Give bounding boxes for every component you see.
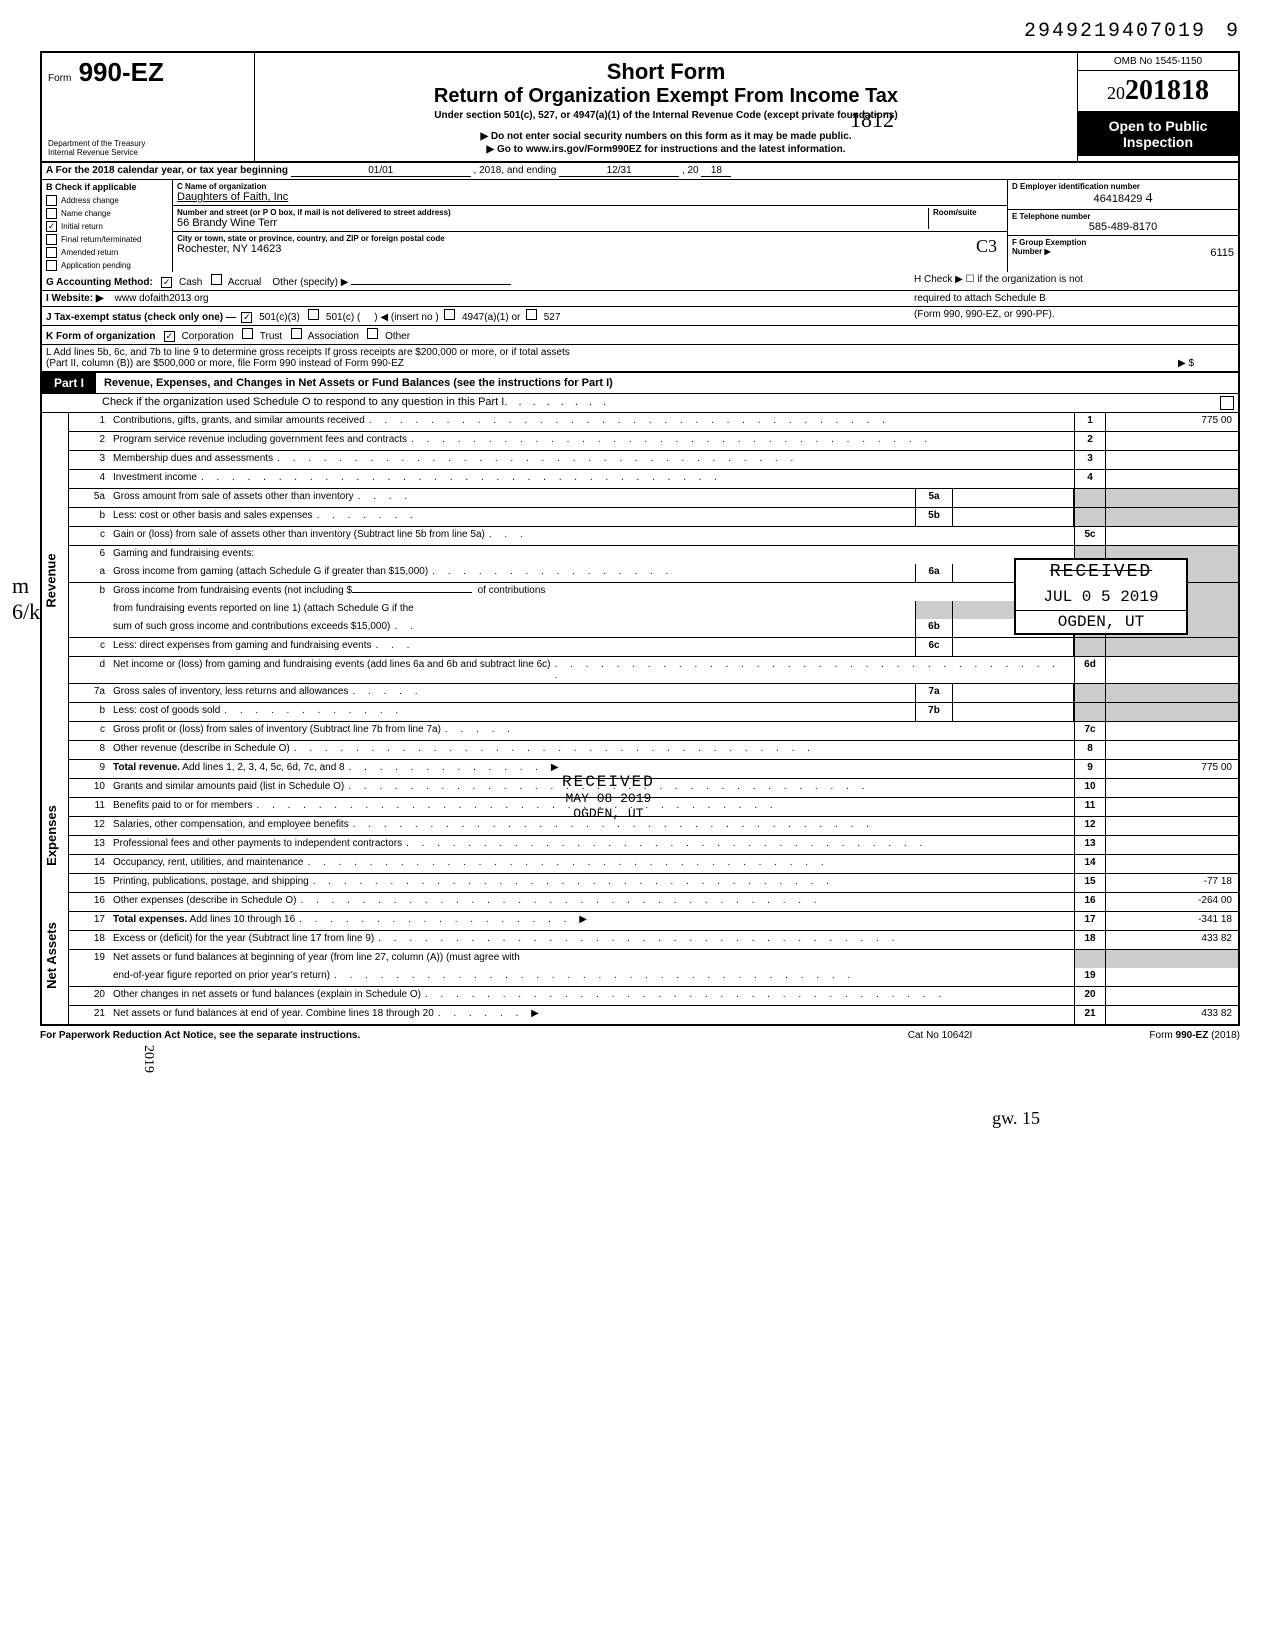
website-value: www dofaith2013 org xyxy=(115,293,209,304)
handwritten-margin: m6/k xyxy=(12,573,40,625)
short-form-title: Short Form xyxy=(265,59,1067,85)
received-stamp-may: RECEIVED MAY 08 2019 OGDEN, UT xyxy=(562,773,655,821)
chk-cash[interactable]: ✓ xyxy=(161,277,172,288)
chk-association[interactable] xyxy=(291,328,302,339)
line-14: 14 Occupancy, rent, utilities, and maint… xyxy=(69,855,1238,874)
line-3: 3 Membership dues and assessments. . . .… xyxy=(69,451,1238,470)
street-address: 56 Brandy Wine Terr xyxy=(177,217,928,229)
line-6c: c Less: direct expenses from gaming and … xyxy=(69,638,1238,657)
ssn-warning: ▶ Do not enter social security numbers o… xyxy=(265,131,1067,142)
line-20: 20 Other changes in net assets or fund b… xyxy=(69,987,1238,1006)
line-19-2: end-of-year figure reported on prior yea… xyxy=(69,968,1238,987)
line-18: 18 Excess or (deficit) for the year (Sub… xyxy=(69,931,1238,950)
instructions-link: ▶ Go to www.irs.gov/Form990EZ for instru… xyxy=(265,144,1067,155)
chk-other-org[interactable] xyxy=(367,328,378,339)
row-l-gross-receipts: L Add lines 5b, 6c, and 7b to line 9 to … xyxy=(40,345,1240,373)
handwritten-2019: 2019 xyxy=(140,1045,1240,1078)
row-j-tax-exempt: J Tax-exempt status (check only one) — ✓… xyxy=(40,307,1240,326)
chk-initial-return[interactable]: ✓ xyxy=(46,221,57,232)
line-5a: 5a Gross amount from sale of assets othe… xyxy=(69,489,1238,508)
omb-number: OMB No 1545-1150 xyxy=(1078,53,1238,71)
row-g-accounting: G Accounting Method: ✓ Cash Accrual Othe… xyxy=(40,272,1240,291)
chk-527[interactable] xyxy=(526,309,537,320)
open-public-badge: Open to Public Inspection xyxy=(1078,112,1238,156)
line-4: 4 Investment income. . . . . . . . . . .… xyxy=(69,470,1238,489)
line-7c: c Gross profit or (loss) from sales of i… xyxy=(69,722,1238,741)
chk-name-change[interactable] xyxy=(46,208,57,219)
line-17: 17 Total expenses. Add lines 10 through … xyxy=(69,912,1238,931)
row-i-website: I Website: ▶ www dofaith2013 org require… xyxy=(40,291,1240,307)
side-label-revenue: Revenue xyxy=(44,553,59,607)
page-footer: For Paperwork Reduction Act Notice, see … xyxy=(40,1026,1240,1041)
dept-treasury: Department of the Treasury Internal Reve… xyxy=(48,139,248,157)
org-name: Daughters of Faith, Inc xyxy=(177,191,1003,203)
part-i-header: Part I Revenue, Expenses, and Changes in… xyxy=(40,373,1240,394)
ein-value: 46418429 4 xyxy=(1012,191,1234,207)
chk-schedule-o[interactable] xyxy=(1220,396,1234,410)
city-state-zip: Rochester, NY 14623 xyxy=(177,243,1003,255)
col-d-e-f: D Employer identification number 4641842… xyxy=(1008,180,1238,272)
side-label-netassets: Net Assets xyxy=(44,922,59,989)
section-subtitle: Under section 501(c), 527, or 4947(a)(1)… xyxy=(265,110,1067,121)
line-7a: 7a Gross sales of inventory, less return… xyxy=(69,684,1238,703)
handwritten-signature: gw. 15 xyxy=(40,1108,1240,1129)
identification-block: B Check if applicable Address change Nam… xyxy=(40,180,1240,272)
handwritten-c3: C3 xyxy=(976,236,997,257)
line-5c: c Gain or (loss) from sale of assets oth… xyxy=(69,527,1238,546)
chk-final-return[interactable] xyxy=(46,234,57,245)
form-header: Form 990-EZ Department of the Treasury I… xyxy=(40,51,1240,163)
chk-trust[interactable] xyxy=(242,328,253,339)
line-2: 2 Program service revenue including gove… xyxy=(69,432,1238,451)
chk-app-pending[interactable] xyxy=(46,260,57,271)
line-19-1: 19 Net assets or fund balances at beginn… xyxy=(69,950,1238,968)
chk-address-change[interactable] xyxy=(46,195,57,206)
line-21: 21 Net assets or fund balances at end of… xyxy=(69,1006,1238,1024)
handwritten-1812: 1812 xyxy=(850,107,894,133)
side-label-expenses: Expenses xyxy=(44,805,59,866)
line-8: 8 Other revenue (describe in Schedule O)… xyxy=(69,741,1238,760)
telephone: 585-489-8170 xyxy=(1012,221,1234,233)
form-number: Form 990-EZ xyxy=(48,57,164,87)
chk-4947[interactable] xyxy=(444,309,455,320)
group-exemption: 6115 xyxy=(1210,247,1234,259)
line-6d: d Net income or (loss) from gaming and f… xyxy=(69,657,1238,684)
chk-501c[interactable] xyxy=(308,309,319,320)
line-7b: b Less: cost of goods sold. . . . . . . … xyxy=(69,703,1238,722)
col-b-checkboxes: B Check if applicable Address change Nam… xyxy=(42,180,173,272)
chk-amended[interactable] xyxy=(46,247,57,258)
line-1: 1 Contributions, gifts, grants, and simi… xyxy=(69,413,1238,432)
line-16: 16 Other expenses (describe in Schedule … xyxy=(69,893,1238,912)
chk-accrual[interactable] xyxy=(211,274,222,285)
chk-501c3[interactable]: ✓ xyxy=(241,312,252,323)
part-i-schedule-o-note: Check if the organization used Schedule … xyxy=(40,394,1240,413)
chk-corporation[interactable]: ✓ xyxy=(164,331,175,342)
received-stamp-jul: RECEIVED JUL 0 5 2019 OGDEN, UT xyxy=(1014,558,1188,635)
line-5b: b Less: cost or other basis and sales ex… xyxy=(69,508,1238,527)
part-i-lines: m6/k RECEIVED JUL 0 5 2019 OGDEN, UT REC… xyxy=(40,413,1240,1026)
line-13: 13 Professional fees and other payments … xyxy=(69,836,1238,855)
tax-year: 20201818 xyxy=(1078,71,1238,112)
dln-number: 29492194070199 xyxy=(40,20,1240,43)
col-c-name-address: C Name of organization Daughters of Fait… xyxy=(173,180,1008,272)
row-a-tax-year: A For the 2018 calendar year, or tax yea… xyxy=(40,163,1240,180)
line-15: 15 Printing, publications, postage, and … xyxy=(69,874,1238,893)
row-k-form-org: K Form of organization ✓ Corporation Tru… xyxy=(40,326,1240,345)
return-title: Return of Organization Exempt From Incom… xyxy=(265,85,1067,108)
